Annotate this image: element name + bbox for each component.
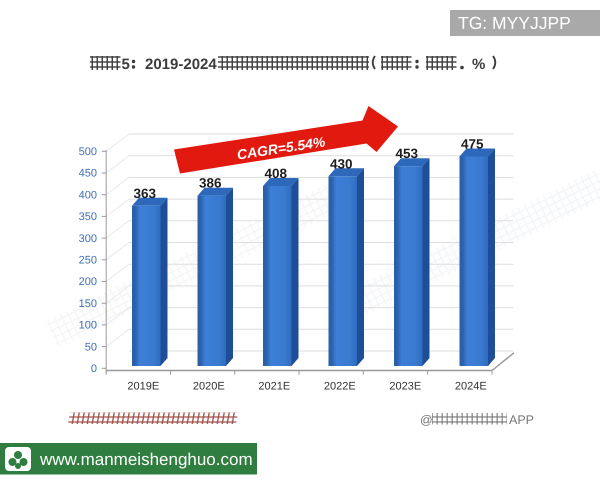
- svg-text:300: 300: [79, 233, 97, 245]
- svg-text:453: 453: [395, 146, 418, 161]
- svg-text:TG: MYYJJPP: TG: MYYJJPP: [458, 13, 571, 33]
- svg-text:2022E: 2022E: [324, 381, 356, 393]
- svg-text:50: 50: [85, 341, 97, 353]
- svg-text:2020E: 2020E: [193, 381, 225, 393]
- svg-text:100: 100: [79, 320, 97, 332]
- svg-text:475: 475: [461, 137, 484, 152]
- svg-text:500: 500: [79, 146, 97, 158]
- svg-text:2019E: 2019E: [127, 381, 159, 393]
- svg-text:400: 400: [79, 189, 97, 201]
- svg-text:0: 0: [91, 363, 97, 375]
- svg-text:450: 450: [79, 168, 97, 180]
- svg-text:www.manmeishenghuo.com: www.manmeishenghuo.com: [39, 450, 253, 469]
- svg-text:APP: APP: [509, 413, 534, 427]
- svg-text:200: 200: [79, 276, 97, 288]
- svg-text:2024E: 2024E: [455, 381, 487, 393]
- svg-text:@: @: [420, 413, 433, 427]
- svg-text:250: 250: [79, 255, 97, 267]
- svg-text:5: 5: [122, 56, 130, 73]
- svg-text:386: 386: [199, 176, 222, 191]
- svg-text:2021E: 2021E: [258, 381, 290, 393]
- svg-text:430: 430: [330, 156, 353, 171]
- svg-text:350: 350: [79, 211, 97, 223]
- svg-text:363: 363: [133, 186, 156, 201]
- svg-text:%: %: [472, 56, 485, 73]
- svg-text:2023E: 2023E: [389, 381, 421, 393]
- svg-text:408: 408: [264, 166, 287, 181]
- svg-text:2019-2024: 2019-2024: [145, 56, 217, 73]
- svg-text:150: 150: [79, 298, 97, 310]
